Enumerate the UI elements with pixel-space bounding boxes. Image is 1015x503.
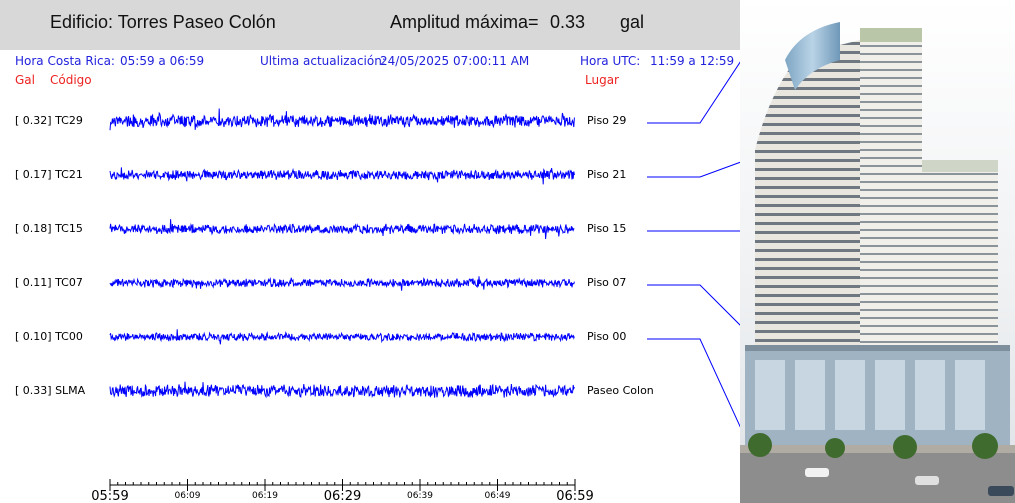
x-tick-label: 06:19	[252, 491, 278, 501]
place-label-tc07: Piso 07	[587, 276, 627, 289]
leader-line	[647, 338, 740, 428]
x-tick-label: 05:59	[91, 489, 128, 503]
place-label-slma: Paseo Colon	[587, 384, 654, 397]
trace-tc15	[109, 219, 575, 240]
trace-tc21	[109, 167, 575, 185]
trace-tc00	[109, 329, 575, 345]
leader-line	[647, 161, 740, 178]
building-illustration	[740, 0, 1015, 503]
trace-slma	[109, 381, 575, 399]
building-title: Edificio: Torres Paseo Colón	[50, 12, 276, 32]
column-gal: Gal	[15, 73, 35, 87]
place-label-tc29: Piso 29	[587, 114, 627, 127]
column-place: Lugar	[585, 73, 619, 87]
utc-label: Hora UTC:	[580, 54, 641, 68]
leader-line	[647, 284, 740, 326]
update-value: 24/05/2025 07:00:11 AM	[380, 54, 530, 68]
header-bar: Edificio: Torres Paseo Colón Amplitud má…	[0, 0, 740, 50]
leader-line	[647, 61, 740, 124]
place-label-tc15: Piso 15	[587, 222, 627, 235]
x-tick-label: 06:59	[556, 489, 593, 503]
local-time-range: 05:59 a 06:59	[120, 54, 205, 68]
column-code: Código	[50, 73, 92, 87]
x-tick-label: 06:39	[407, 491, 433, 501]
update-label: Ultima actualización:	[260, 54, 386, 68]
amplitude-value: 0.33	[550, 12, 586, 32]
local-time-label: Hora Costa Rica:	[15, 54, 115, 68]
trace-label-slma: [ 0.33] SLMA	[15, 384, 86, 397]
seismogram-chart: 05:59 06:09 06:19 06:29 06:39 06:49 06:59	[91, 61, 740, 503]
x-tick-label: 06:49	[485, 491, 511, 501]
trace-tc29	[109, 108, 575, 131]
x-tick-label: 06:29	[324, 489, 361, 503]
place-label-tc21: Piso 21	[587, 168, 627, 181]
x-tick-label: 06:09	[175, 491, 201, 501]
utc-range: 11:59 a 12:59	[650, 54, 735, 68]
trace-label-tc00: [ 0.10] TC00	[15, 330, 83, 343]
trace-label-tc07: [ 0.11] TC07	[15, 276, 83, 289]
trace-label-tc15: [ 0.18] TC15	[15, 222, 83, 235]
trace-label-tc29: [ 0.32] TC29	[15, 114, 83, 127]
trace-label-tc21: [ 0.17] TC21	[15, 168, 83, 181]
amplitude-unit: gal	[620, 12, 645, 32]
trace-tc07	[109, 276, 575, 291]
place-label-tc00: Piso 00	[587, 330, 627, 343]
amplitude-label: Amplitud máxima=	[390, 12, 539, 32]
leader-line	[647, 230, 740, 232]
